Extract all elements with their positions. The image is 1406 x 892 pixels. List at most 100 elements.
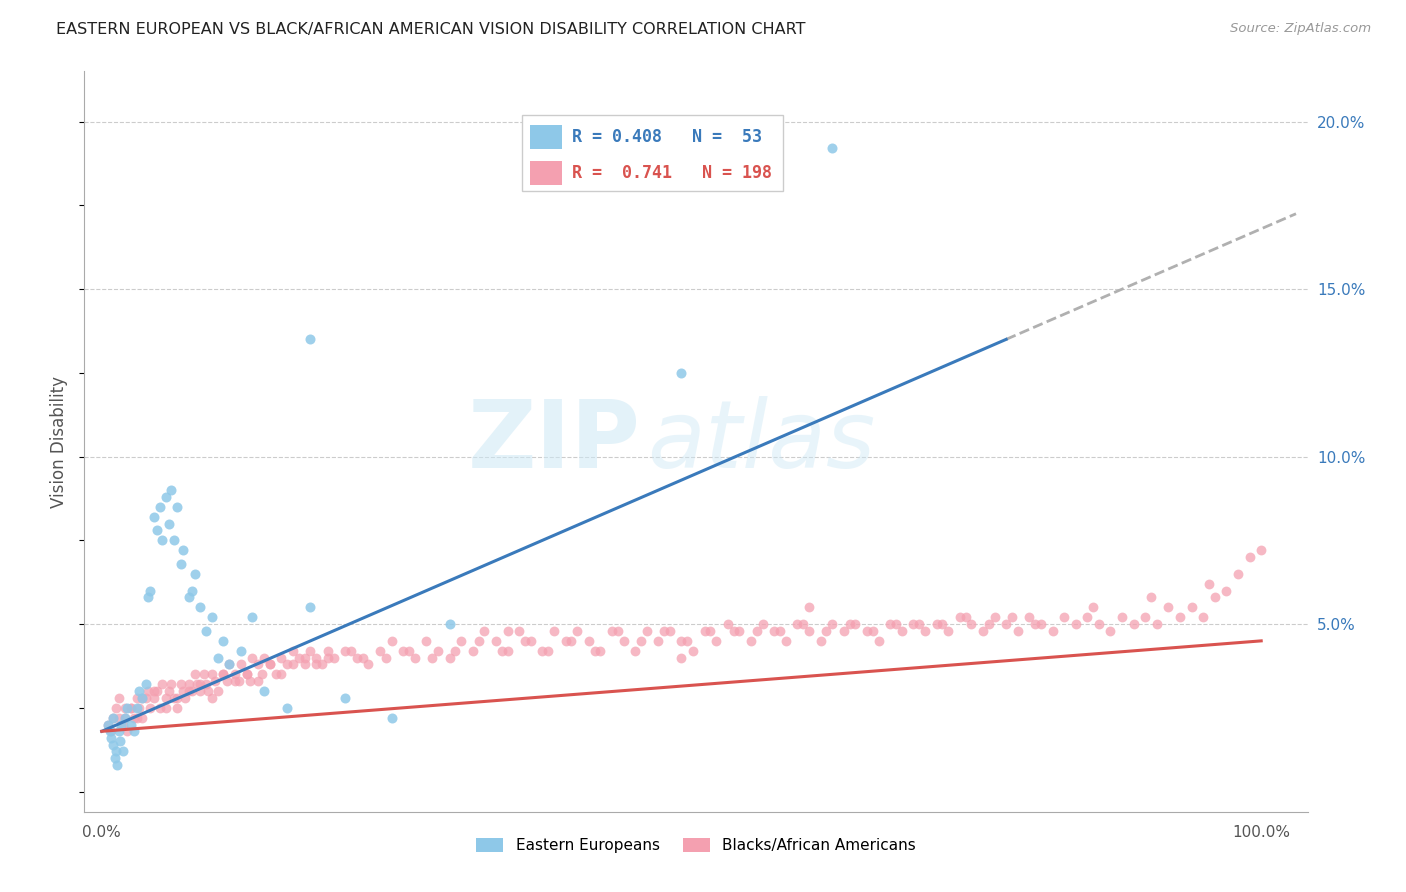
Text: Source: ZipAtlas.com: Source: ZipAtlas.com [1230,22,1371,36]
Point [903,617,925,632]
FancyBboxPatch shape [522,115,783,191]
Point [346,650,368,665]
Point [740,633,762,648]
Point [299,600,322,615]
Point [658,624,681,638]
Point [108,711,131,725]
Point [162,690,184,705]
Point [450,633,472,648]
Point [1181,600,1204,615]
Point [270,667,292,681]
Point [647,633,669,648]
Point [183,667,205,681]
Point [218,657,240,672]
Point [103,751,125,765]
Point [392,644,415,658]
Point [172,543,194,558]
Point [810,633,832,648]
Point [1007,624,1029,638]
Point [111,717,134,731]
Point [1227,566,1250,581]
Point [671,366,693,380]
Point [177,677,200,691]
Point [704,633,727,648]
Point [207,684,229,698]
Point [195,677,218,691]
Point [972,624,994,638]
Point [1081,600,1104,615]
Point [247,674,270,689]
Point [177,591,200,605]
Point [166,500,188,514]
Point [751,617,773,632]
Point [496,624,519,638]
Point [884,617,907,632]
Point [1204,591,1226,605]
Point [142,510,165,524]
Point [242,650,264,665]
Point [374,650,396,665]
Point [294,650,316,665]
Point [589,644,612,658]
Point [960,617,983,632]
Text: EASTERN EUROPEAN VS BLACK/AFRICAN AMERICAN VISION DISABILITY CORRELATION CHART: EASTERN EUROPEAN VS BLACK/AFRICAN AMERIC… [56,22,806,37]
Point [420,650,443,665]
Point [821,141,844,155]
Point [212,667,235,681]
Point [247,657,270,672]
Point [111,744,134,758]
Point [242,610,264,624]
Point [270,650,292,665]
Point [186,677,208,691]
Point [513,633,536,648]
Point [671,650,693,665]
Point [1018,610,1040,624]
Point [229,657,252,672]
Point [131,711,153,725]
Point [96,717,118,731]
Point [676,633,699,648]
Point [925,617,948,632]
Point [1135,610,1157,624]
Point [508,624,530,638]
Point [149,701,172,715]
Point [340,644,363,658]
Point [543,624,565,638]
Point [201,690,224,705]
Point [212,667,235,681]
Point [1064,617,1087,632]
Point [149,500,172,514]
Point [131,690,153,705]
Point [560,633,582,648]
Point [201,667,224,681]
Point [174,690,197,705]
Point [114,711,136,725]
Point [122,711,145,725]
Point [103,711,125,725]
Text: ZIP: ZIP [468,395,641,488]
Point [235,667,257,681]
Point [1053,610,1076,624]
Point [444,644,467,658]
Point [125,690,148,705]
Point [166,701,188,715]
Point [832,624,855,638]
Point [195,624,218,638]
Point [856,624,879,638]
Point [983,610,1005,624]
Point [949,610,972,624]
Point [797,600,820,615]
Point [193,667,215,681]
Point [218,657,240,672]
Point [352,650,374,665]
Point [142,690,165,705]
Point [188,684,211,698]
Point [936,624,959,638]
Point [105,757,128,772]
Point [606,624,628,638]
Point [977,617,1000,632]
Point [955,610,977,624]
Point [110,734,132,748]
Point [125,701,148,715]
Point [294,657,316,672]
